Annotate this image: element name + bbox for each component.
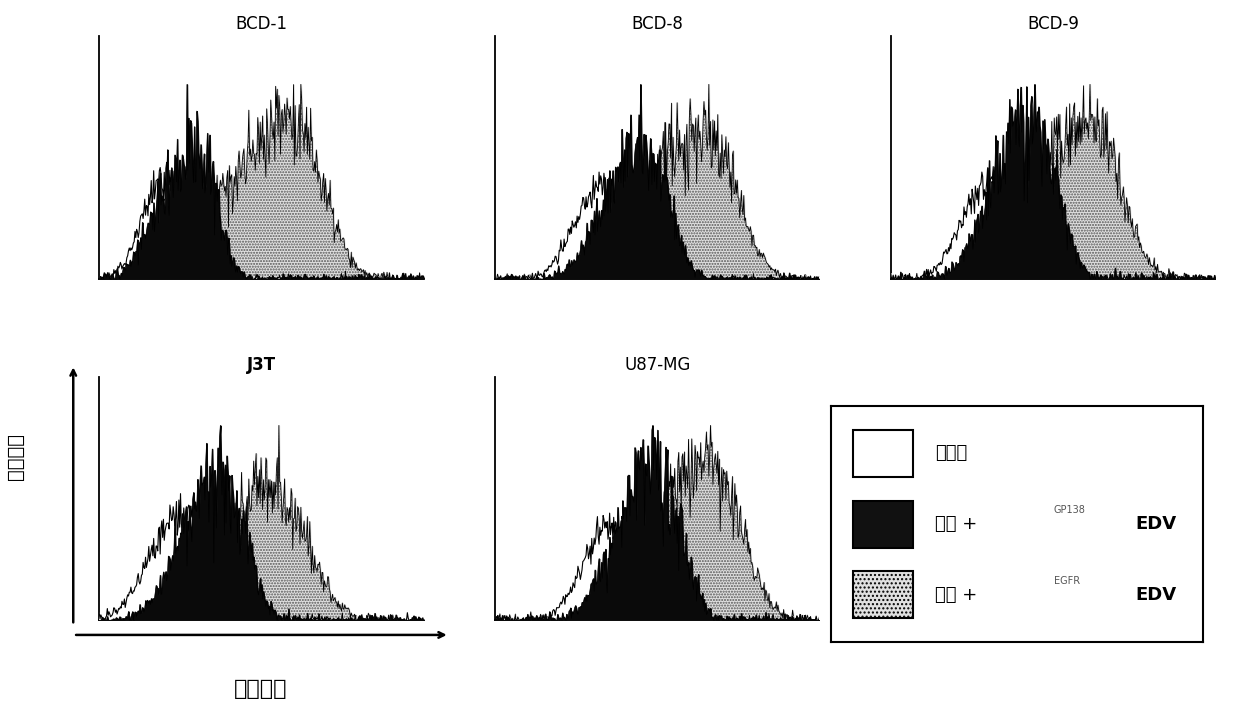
Text: 荧光强度: 荧光强度 <box>233 679 288 699</box>
Text: EGFR: EGFR <box>1054 575 1080 585</box>
Bar <box>853 501 913 548</box>
Title: J3T: J3T <box>247 356 277 374</box>
Text: EDV: EDV <box>1136 585 1177 604</box>
Text: 顯粒计数: 顯粒计数 <box>6 433 25 480</box>
Text: EDV: EDV <box>1136 515 1177 533</box>
Title: BCD-1: BCD-1 <box>236 15 288 33</box>
Title: BCD-8: BCD-8 <box>631 15 683 33</box>
Text: GP138: GP138 <box>1054 505 1086 515</box>
Text: 仅细胞: 仅细胞 <box>935 444 967 463</box>
Title: BCD-9: BCD-9 <box>1027 15 1079 33</box>
Title: U87-MG: U87-MG <box>624 356 691 374</box>
Text: 细胞 +: 细胞 + <box>935 585 983 604</box>
Bar <box>853 571 913 618</box>
Bar <box>853 430 913 477</box>
Text: 细胞 +: 细胞 + <box>935 515 983 533</box>
